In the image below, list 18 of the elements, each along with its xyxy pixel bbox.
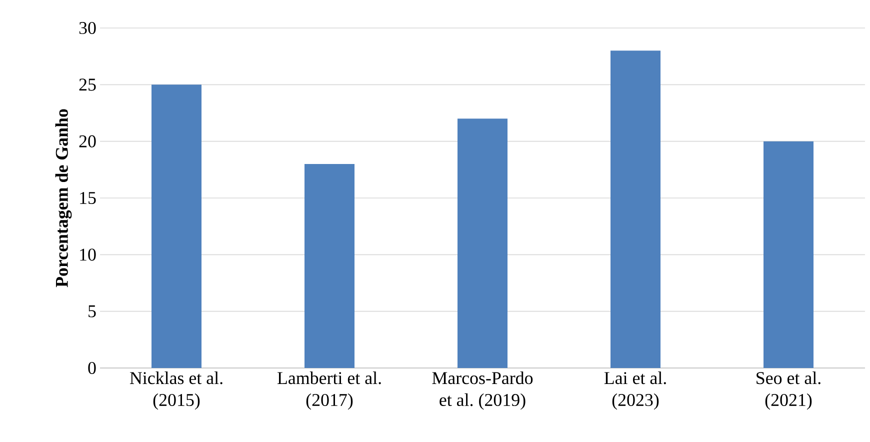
bar: [458, 118, 508, 368]
bar: [304, 164, 355, 368]
y-axis-title: Porcentagem de Ganho: [55, 109, 72, 288]
x-tick-label: Nicklas et al. (2015): [130, 372, 222, 410]
x-tick-label: Seo et al. (2021): [756, 372, 820, 410]
y-tick-label: 5: [88, 305, 96, 318]
y-tick-label: 20: [79, 135, 96, 148]
y-tick-label: 25: [79, 78, 96, 91]
bar: [764, 141, 814, 368]
x-tick-label: Lamberti et al. (2017): [277, 372, 381, 410]
y-tick-label: 30: [79, 22, 96, 34]
x-tick-label: Lai et al. (2023): [604, 372, 666, 410]
bar: [152, 84, 202, 368]
bar: [610, 50, 661, 368]
y-tick-label: 10: [80, 248, 96, 261]
x-tick-label: Marcos-Pardo et al. (2019): [432, 372, 533, 410]
y-tick-label: 0: [88, 362, 96, 374]
y-tick-label: 15: [80, 192, 96, 204]
